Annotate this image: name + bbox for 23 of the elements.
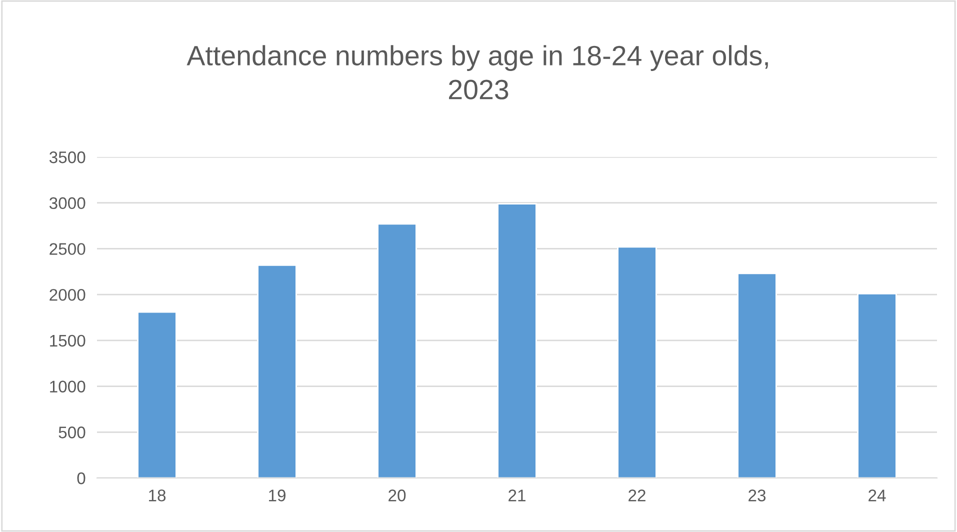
x-tick-label: 19 [269,490,286,502]
bar [737,272,777,478]
y-tick-label: 2000 [50,288,86,301]
bar [137,311,177,478]
y-tick-label: 0 [77,472,86,484]
bar [857,292,897,478]
x-tick-label: 20 [388,490,406,502]
y-tick-label: 3500 [49,151,86,164]
y-tick-label: 500 [58,426,86,438]
y-tick-label: 1000 [50,380,86,392]
y-tick-label: 2500 [50,243,86,255]
chart-title: Attendance numbers by age in 18-24 year olds, 2023 [186,45,768,100]
x-tick-label: 22 [628,490,646,502]
bar [377,223,417,478]
y-tick-label: 3000 [49,197,86,210]
x-tick-label: 23 [748,490,766,502]
bar [497,203,537,478]
bar [617,246,657,478]
bar [257,264,297,478]
x-tick-label: 24 [868,490,886,502]
x-tick-label: 18 [149,490,166,502]
x-tick-label: 21 [508,490,526,502]
y-tick-label: 1500 [50,334,86,347]
